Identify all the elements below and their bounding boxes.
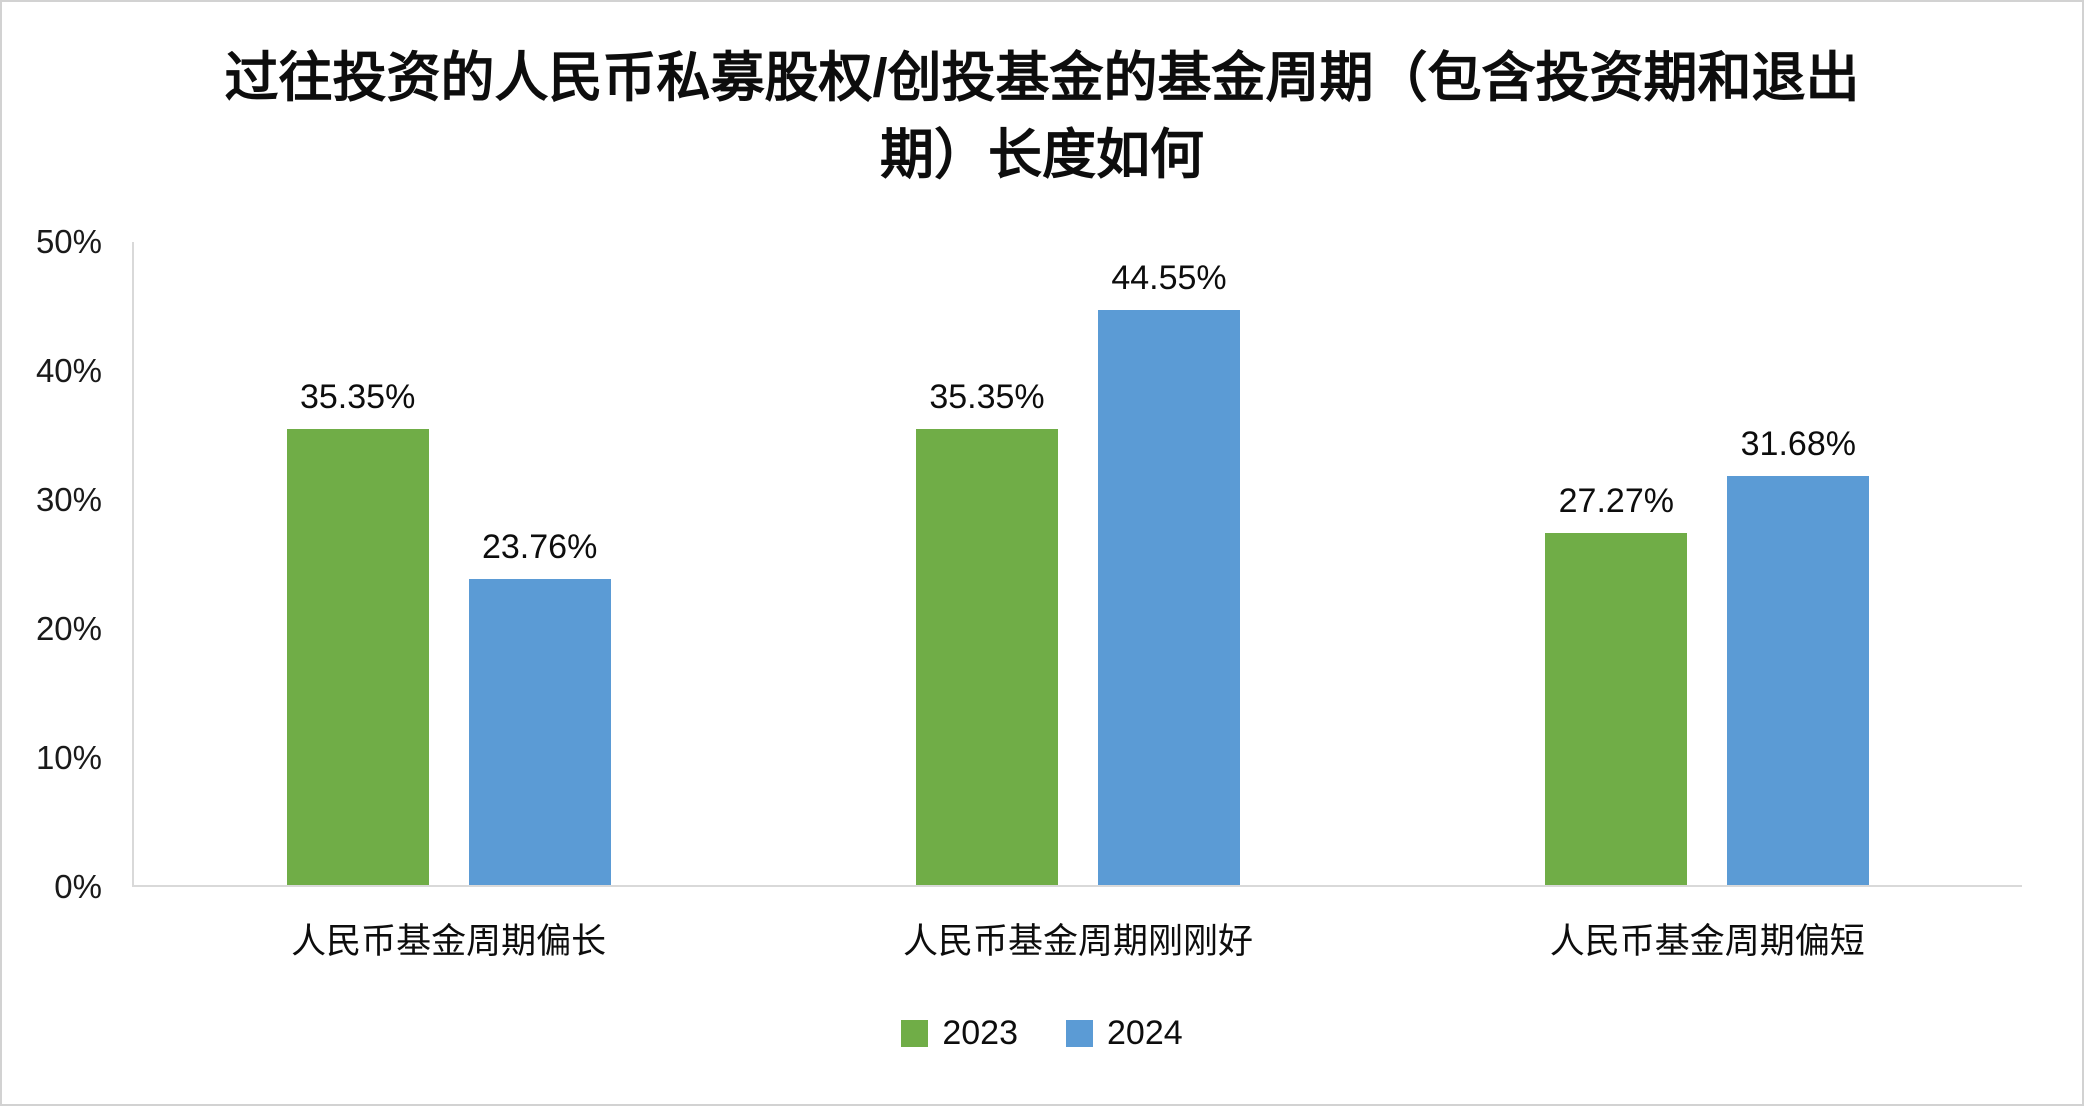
bar-group: 35.35% 44.55% 人民币基金周期刚刚好 [903,242,1253,961]
category-label: 人民币基金周期偏短 [1549,922,1865,961]
category-label: 人民币基金周期刚刚好 [902,922,1253,961]
y-axis-tick-label: 10% [35,739,102,776]
bar-2023 [1545,533,1688,885]
y-axis-tick-label: 40% [35,352,102,389]
chart-title: 过往投资的人民币私募股权/创投基金的基金周期（包含投资期和退出期）长度如何 [224,48,1860,185]
value-label: 31.68% [1740,425,1856,464]
bar-column-2024: 31.68% [1727,242,1870,885]
bar-column-2023: 35.35% [915,242,1058,885]
bar-2023 [286,429,429,885]
bar-group: 35.35% 23.76% 人民币基金周期偏长 [286,242,611,961]
legend-label: 2023 [942,1014,1018,1052]
y-axis-tick-label: 20% [35,610,102,647]
value-label: 35.35% [299,378,416,416]
bar-group: 27.27% 31.68% 人民币基金周期偏短 [1545,242,1870,961]
bar-column-2023: 27.27% [1545,242,1688,885]
y-axis: 0% 10% 20% 30% 40% 50% [2,223,110,905]
bar-2024 [468,578,611,885]
legend: 2023 2024 [2,1014,2082,1053]
y-axis-tick-label: 50% [35,223,102,260]
legend-item-2023: 2023 [901,1014,1018,1053]
bar-column-2024: 23.76% [468,242,611,885]
y-axis-tick-label: 30% [35,481,102,518]
value-label: 23.76% [481,527,598,566]
legend-label: 2024 [1107,1014,1183,1052]
bar-column-2023: 35.35% [286,242,429,885]
legend-item-2024: 2024 [1066,1014,1183,1053]
bar-column-2024: 44.55% [1097,242,1240,885]
value-label: 44.55% [1111,259,1227,298]
legend-swatch-icon [901,1020,929,1047]
bar-2024 [1097,310,1240,885]
y-axis-tick-label: 0% [54,868,102,905]
legend-swatch-icon [1066,1020,1093,1047]
category-label: 人民币基金周期偏长 [291,922,607,961]
bar-2024 [1727,476,1870,885]
plot-area: 35.35% 23.76% 人民币基金周期偏长 35.35% 44.55% 人民币基金周期… [132,242,2022,961]
value-label: 35.35% [929,378,1045,416]
value-label: 27.27% [1558,482,1674,521]
bar-2023 [915,429,1058,885]
